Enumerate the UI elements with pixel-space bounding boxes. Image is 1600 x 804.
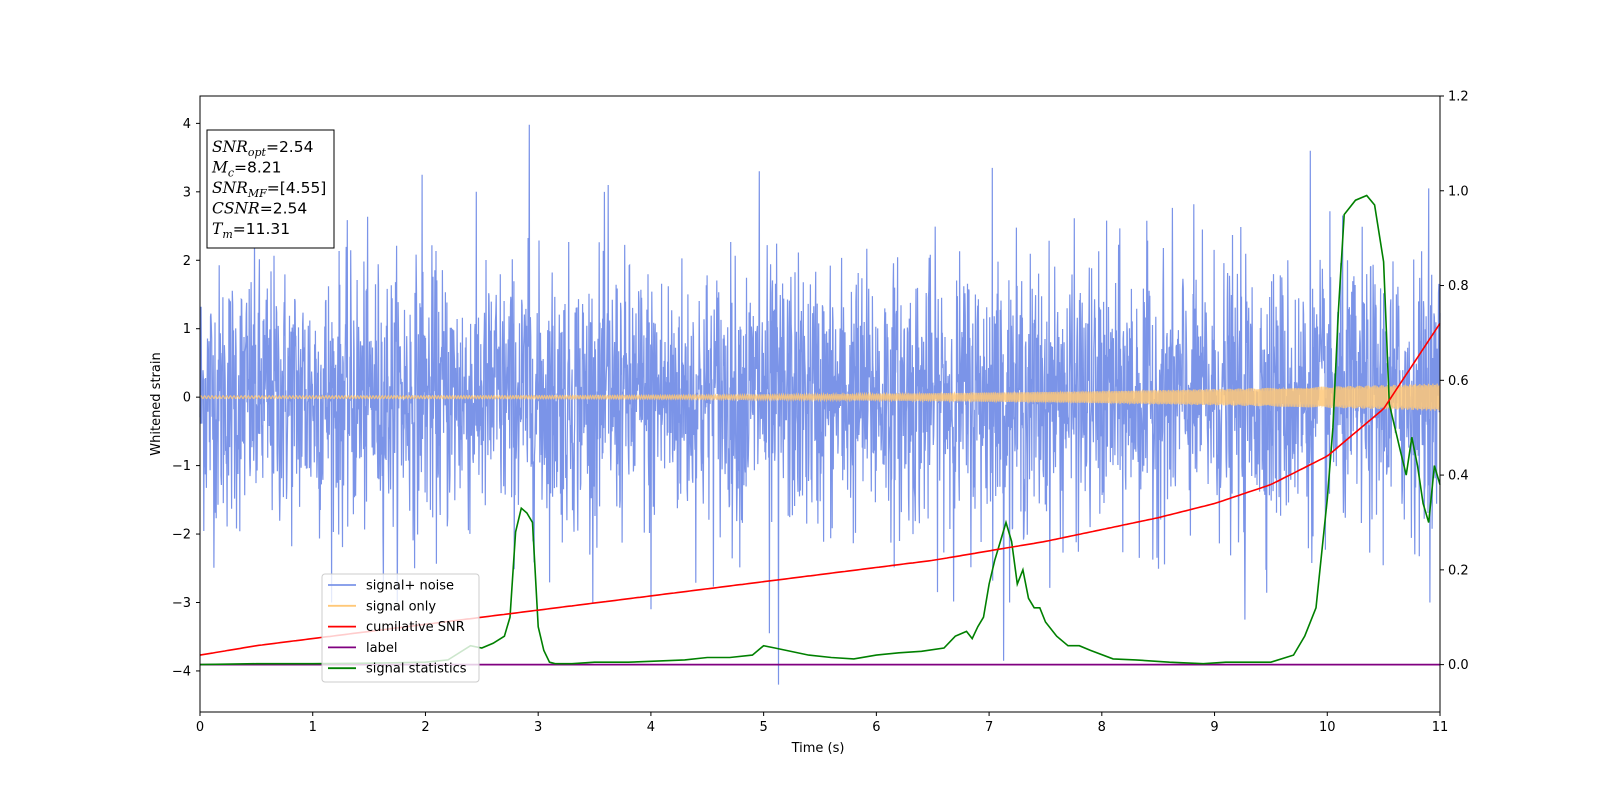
info-sub: m — [222, 228, 232, 241]
legend-entry: cumilative SNR — [366, 620, 465, 635]
plot-frame — [199, 95, 1441, 713]
x-axis-ticks: 0 1 2 3 4 5 6 7 8 9 10 11 — [196, 712, 1448, 735]
x-tick-label: 4 — [647, 720, 655, 735]
info-value: =8.21 — [234, 159, 282, 177]
y-tick-label: −1 — [172, 459, 191, 474]
y2-tick-label: 0.2 — [1448, 563, 1469, 578]
y2-tick-label: 0.0 — [1448, 658, 1469, 673]
info-sub: c — [228, 167, 234, 180]
y-tick-label: −3 — [172, 596, 191, 611]
y2-tick-label: 0.4 — [1448, 469, 1469, 484]
signal-only-line — [199, 383, 1441, 411]
x-tick-label: 5 — [759, 720, 767, 735]
legend-entry: signal statistics — [366, 662, 467, 677]
x-tick-label: 6 — [872, 720, 880, 735]
x-tick-label: 0 — [196, 720, 204, 735]
x-tick-label: 3 — [534, 720, 542, 735]
info-var: SNR — [212, 179, 248, 197]
y-tick-label: 2 — [183, 254, 191, 269]
legend-frame — [321, 573, 480, 683]
info-line: Tm=11.31 — [212, 220, 290, 241]
info-sub: opt — [248, 146, 267, 159]
legend-entry: signal only — [366, 599, 436, 614]
info-value: =11.31 — [233, 220, 290, 238]
info-line: Mc=8.21 — [211, 159, 282, 180]
y-tick-label: 1 — [183, 322, 191, 337]
y-axis-ticks: −4 −3 −2 −1 0 1 2 3 4 — [172, 117, 200, 679]
x-tick-label: 1 — [309, 720, 317, 735]
signal-statistics-series — [199, 194, 1441, 666]
x-tick-label: 2 — [421, 720, 429, 735]
y2-tick-label: 0.8 — [1448, 279, 1469, 294]
signal-only-series — [199, 383, 1441, 411]
y-tick-label: 4 — [183, 117, 191, 132]
info-sub: MF — [247, 187, 267, 200]
x-tick-label: 11 — [1432, 720, 1449, 735]
y2-tick-label: 1.2 — [1448, 90, 1469, 105]
x-tick-label: 8 — [1098, 720, 1106, 735]
info-line: SNRMF=[4.55] — [212, 179, 326, 200]
x-tick-label: 9 — [1210, 720, 1218, 735]
signal-noise-series — [199, 124, 1441, 685]
y-tick-label: −2 — [172, 528, 191, 543]
info-value: =2.54 — [260, 200, 308, 218]
y-tick-label: −4 — [172, 664, 191, 679]
info-box-frame — [206, 129, 335, 249]
signal-noise-line — [199, 124, 1441, 685]
info-line: CSNR=2.54 — [212, 200, 307, 218]
y2-tick-label: 0.6 — [1448, 374, 1469, 389]
info-var: SNR — [212, 138, 248, 156]
info-var: M — [211, 159, 229, 177]
x-axis-label: Time (s) — [791, 741, 845, 756]
legend: signal+ noise signal only cumilative SNR la… — [321, 573, 480, 683]
info-line: SNRopt=2.54 — [212, 138, 313, 159]
info-value: =[4.55] — [267, 179, 327, 197]
y-axis-label: Whitened strain — [149, 352, 164, 455]
info-value: =2.54 — [266, 138, 314, 156]
x-tick-label: 10 — [1319, 720, 1336, 735]
x-tick-label: 7 — [985, 720, 993, 735]
info-var: T — [212, 220, 224, 238]
info-box: SNRopt=2.54Mc=8.21SNRMF=[4.55]CSNR=2.54T… — [206, 129, 335, 249]
signal-statistics-line — [199, 194, 1441, 666]
y2-axis-ticks: 0.0 0.2 0.4 0.6 0.8 1.0 1.2 — [1440, 90, 1469, 673]
y-tick-label: 0 — [183, 391, 191, 406]
y2-tick-label: 1.0 — [1448, 184, 1469, 199]
info-var: CSNR — [212, 200, 260, 218]
legend-entry: label — [366, 641, 397, 656]
legend-entry: signal+ noise — [366, 579, 454, 594]
y-tick-label: 3 — [183, 185, 191, 200]
